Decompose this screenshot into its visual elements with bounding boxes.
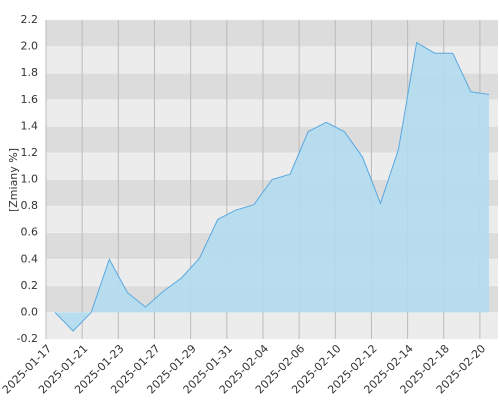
y-tick-label: 1.4 bbox=[21, 119, 39, 132]
grid-band bbox=[46, 312, 498, 339]
y-tick-label: 1.2 bbox=[21, 146, 39, 159]
y-axis-label: [Zmiany %] bbox=[7, 148, 20, 212]
y-tick-label: 0.0 bbox=[21, 305, 39, 318]
y-tick-label: 1.0 bbox=[21, 173, 39, 186]
grid-band bbox=[46, 20, 498, 47]
line bbox=[54, 41, 490, 332]
y-tick-label: 1.8 bbox=[21, 66, 39, 79]
y-tick-label: 2.0 bbox=[21, 40, 39, 53]
area bbox=[55, 42, 489, 332]
y-tick-label: 0.4 bbox=[21, 252, 39, 265]
y-tick-label: 0.2 bbox=[21, 279, 39, 292]
y-tick-label: 0.6 bbox=[21, 226, 39, 239]
y-tick-label: 0.8 bbox=[21, 199, 39, 212]
y-tick-label: -0.2 bbox=[17, 332, 38, 345]
y-tick-label: 2.2 bbox=[21, 13, 39, 26]
y-tick-label: 1.6 bbox=[21, 93, 39, 106]
